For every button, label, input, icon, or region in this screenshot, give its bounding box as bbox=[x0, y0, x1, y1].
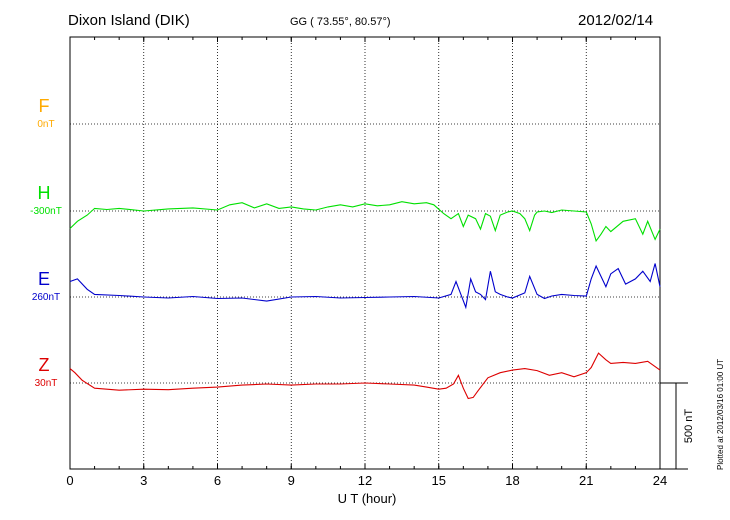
x-tick-label: 21 bbox=[579, 473, 593, 488]
series-lines bbox=[69, 201, 661, 400]
station-title: Dixon Island (DIK) bbox=[68, 12, 190, 29]
scale-bar: 500 nT bbox=[660, 382, 695, 470]
series-baseline-h: -300nT bbox=[30, 206, 62, 217]
series-baseline-e: 260nT bbox=[32, 292, 60, 303]
x-tick-label: 12 bbox=[358, 473, 372, 488]
series-name-z: Z bbox=[39, 355, 50, 375]
series-name-e: E bbox=[38, 269, 50, 289]
x-ticks: 0 3 6 9 12 15 18 21 24 bbox=[66, 37, 667, 488]
series-name-f: F bbox=[39, 96, 50, 116]
series-name-h: H bbox=[38, 183, 51, 203]
x-tick-label: 18 bbox=[505, 473, 519, 488]
date-label: 2012/02/14 bbox=[578, 12, 654, 29]
series-baseline-f: 0nT bbox=[37, 119, 54, 130]
coordinates-label: GG ( 73.55°, 80.57°) bbox=[290, 16, 391, 28]
series-labels: F 0nT H -300nT E 260nT Z 30nT bbox=[30, 96, 62, 389]
x-tick-label: 0 bbox=[66, 473, 73, 488]
series-line-z bbox=[69, 352, 661, 400]
grid-lines bbox=[70, 37, 660, 469]
x-tick-label: 6 bbox=[214, 473, 221, 488]
scale-bar-label: 500 nT bbox=[683, 409, 695, 444]
x-tick-label: 15 bbox=[432, 473, 446, 488]
x-tick-label: 24 bbox=[653, 473, 667, 488]
series-line-e bbox=[69, 263, 661, 310]
x-axis-label: U T (hour) bbox=[338, 491, 397, 506]
series-baseline-z: 30nT bbox=[35, 378, 58, 389]
x-tick-label: 3 bbox=[140, 473, 147, 488]
x-tick-label: 9 bbox=[288, 473, 295, 488]
series-line-h bbox=[69, 201, 661, 243]
